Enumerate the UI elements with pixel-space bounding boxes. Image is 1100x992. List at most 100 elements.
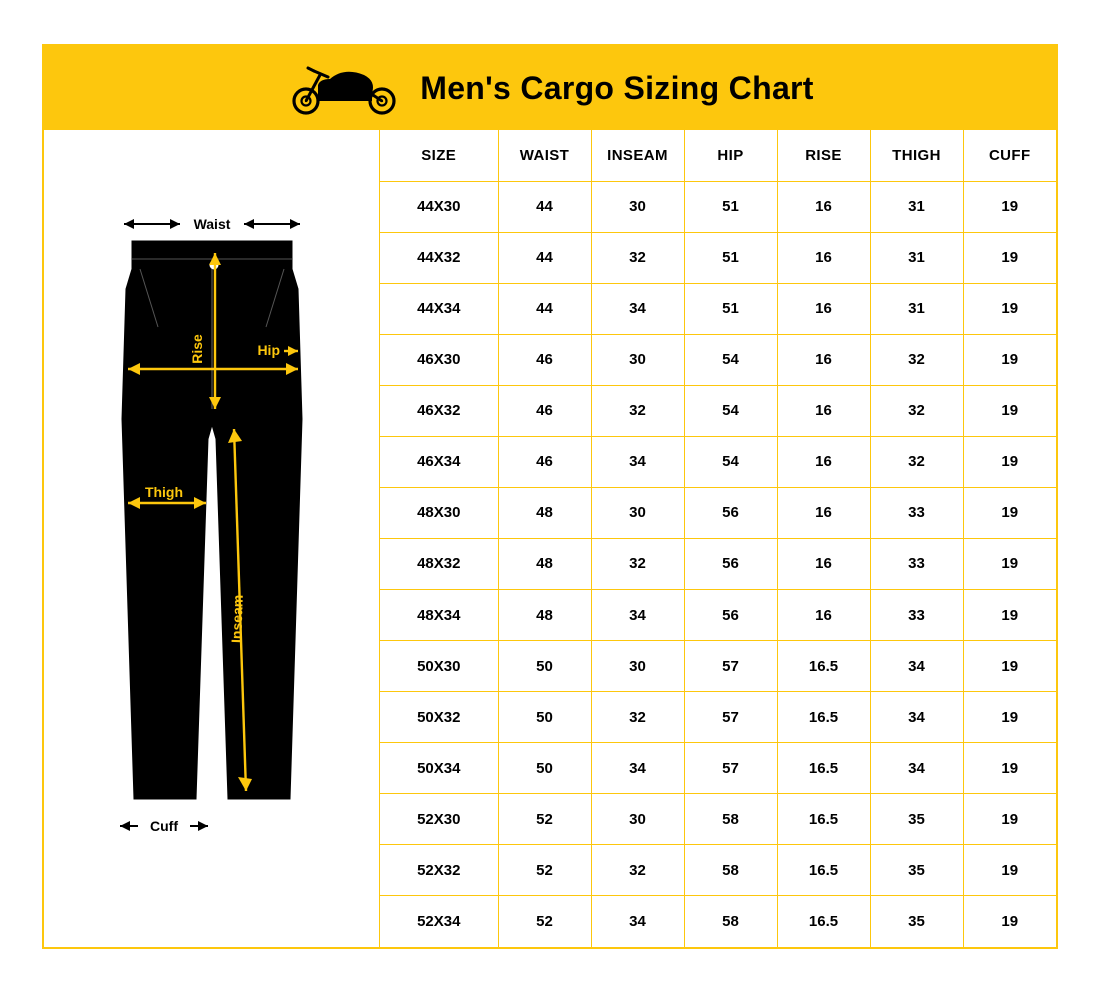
table-row: 44X30443051163119 — [380, 181, 1056, 232]
table-cell: 50 — [498, 692, 591, 743]
motorcycle-logo-icon: ENDO GEAR — [286, 59, 406, 117]
table-cell: 16.5 — [777, 692, 870, 743]
measurement-diagram: Waist — [44, 130, 380, 947]
table-cell: 19 — [963, 538, 1056, 589]
table-cell: 16 — [777, 385, 870, 436]
table-cell: 33 — [870, 538, 963, 589]
table-cell: 44X34 — [380, 283, 498, 334]
table-row: 46X32463254163219 — [380, 385, 1056, 436]
sizing-table: SIZEWAISTINSEAMHIPRISETHIGHCUFF 44X30443… — [380, 130, 1056, 947]
table-cell: 50X34 — [380, 743, 498, 794]
table-cell: 58 — [684, 896, 777, 947]
table-cell: 32 — [591, 538, 684, 589]
pants-diagram-icon: Waist — [62, 209, 362, 869]
table-cell: 19 — [963, 590, 1056, 641]
table-cell: 57 — [684, 743, 777, 794]
table-row: 46X34463454163219 — [380, 436, 1056, 487]
brand-logo: ENDO GEAR — [286, 59, 406, 117]
table-cell: 32 — [870, 334, 963, 385]
table-cell: 31 — [870, 232, 963, 283]
table-cell: 54 — [684, 334, 777, 385]
table-cell: 16.5 — [777, 845, 870, 896]
table-cell: 32 — [870, 385, 963, 436]
table-row: 44X34443451163119 — [380, 283, 1056, 334]
chart-frame: ENDO GEAR Men's Cargo Sizing Chart Waist — [42, 44, 1058, 949]
table-cell: 16 — [777, 538, 870, 589]
table-cell: 46X34 — [380, 436, 498, 487]
logo-text-top: ENDO — [333, 83, 356, 92]
table-cell: 44 — [498, 181, 591, 232]
table-cell: 50 — [498, 641, 591, 692]
table-cell: 19 — [963, 334, 1056, 385]
table-cell: 34 — [591, 436, 684, 487]
table-cell: 19 — [963, 692, 1056, 743]
table-cell: 31 — [870, 283, 963, 334]
table-cell: 35 — [870, 896, 963, 947]
table-cell: 32 — [591, 385, 684, 436]
table-cell: 19 — [963, 232, 1056, 283]
table-cell: 19 — [963, 641, 1056, 692]
table-cell: 19 — [963, 794, 1056, 845]
table-cell: 54 — [684, 436, 777, 487]
table-cell: 48 — [498, 590, 591, 641]
rise-label: Rise — [189, 334, 205, 364]
table-row: 52X3252325816.53519 — [380, 845, 1056, 896]
table-cell: 16 — [777, 283, 870, 334]
table-row: 44X32443251163119 — [380, 232, 1056, 283]
table-cell: 48X30 — [380, 487, 498, 538]
table-cell: 19 — [963, 385, 1056, 436]
table-cell: 34 — [870, 692, 963, 743]
table-body: 44X3044305116311944X3244325116311944X344… — [380, 181, 1056, 947]
table-cell: 16 — [777, 487, 870, 538]
table-cell: 46 — [498, 385, 591, 436]
table-cell: 52X32 — [380, 845, 498, 896]
table-row: 46X30463054163219 — [380, 334, 1056, 385]
table-row: 48X32483256163319 — [380, 538, 1056, 589]
table-cell: 46 — [498, 436, 591, 487]
table-cell: 16 — [777, 436, 870, 487]
table-cell: 16 — [777, 181, 870, 232]
table-cell: 30 — [591, 641, 684, 692]
table-cell: 52X30 — [380, 794, 498, 845]
table-cell: 34 — [591, 743, 684, 794]
table-cell: 33 — [870, 590, 963, 641]
table-cell: 48X32 — [380, 538, 498, 589]
table-cell: 46X30 — [380, 334, 498, 385]
table-cell: 57 — [684, 641, 777, 692]
table-cell: 34 — [870, 641, 963, 692]
table-cell: 52X34 — [380, 896, 498, 947]
table-cell: 16 — [777, 334, 870, 385]
table-row: 50X3450345716.53419 — [380, 743, 1056, 794]
table-row: 52X3052305816.53519 — [380, 794, 1056, 845]
table-cell: 19 — [963, 845, 1056, 896]
table-cell: 16.5 — [777, 896, 870, 947]
table-cell: 16.5 — [777, 641, 870, 692]
table-cell: 35 — [870, 794, 963, 845]
table-cell: 34 — [591, 896, 684, 947]
table-cell: 19 — [963, 896, 1056, 947]
table-cell: 19 — [963, 743, 1056, 794]
table-cell: 51 — [684, 232, 777, 283]
sizing-table-wrap: SIZEWAISTINSEAMHIPRISETHIGHCUFF 44X30443… — [380, 130, 1056, 947]
table-cell: 56 — [684, 538, 777, 589]
column-header: HIP — [684, 130, 777, 181]
waist-label: Waist — [193, 216, 230, 232]
table-row: 48X30483056163319 — [380, 487, 1056, 538]
column-header: RISE — [777, 130, 870, 181]
table-row: 50X3250325716.53419 — [380, 692, 1056, 743]
table-cell: 16 — [777, 232, 870, 283]
table-cell: 46 — [498, 334, 591, 385]
table-cell: 19 — [963, 283, 1056, 334]
column-header: THIGH — [870, 130, 963, 181]
table-cell: 35 — [870, 845, 963, 896]
table-cell: 54 — [684, 385, 777, 436]
table-cell: 34 — [591, 590, 684, 641]
table-cell: 31 — [870, 181, 963, 232]
table-cell: 32 — [591, 232, 684, 283]
content-area: Waist — [44, 130, 1056, 947]
table-cell: 50X32 — [380, 692, 498, 743]
logo-text-bottom: GEAR — [333, 92, 356, 101]
table-row: 48X34483456163319 — [380, 590, 1056, 641]
page-title: Men's Cargo Sizing Chart — [420, 70, 814, 107]
table-cell: 44 — [498, 232, 591, 283]
